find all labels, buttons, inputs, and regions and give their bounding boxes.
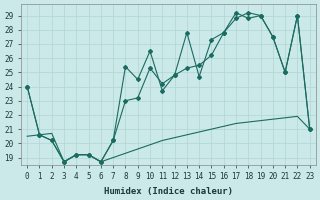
X-axis label: Humidex (Indice chaleur): Humidex (Indice chaleur) <box>104 187 233 196</box>
